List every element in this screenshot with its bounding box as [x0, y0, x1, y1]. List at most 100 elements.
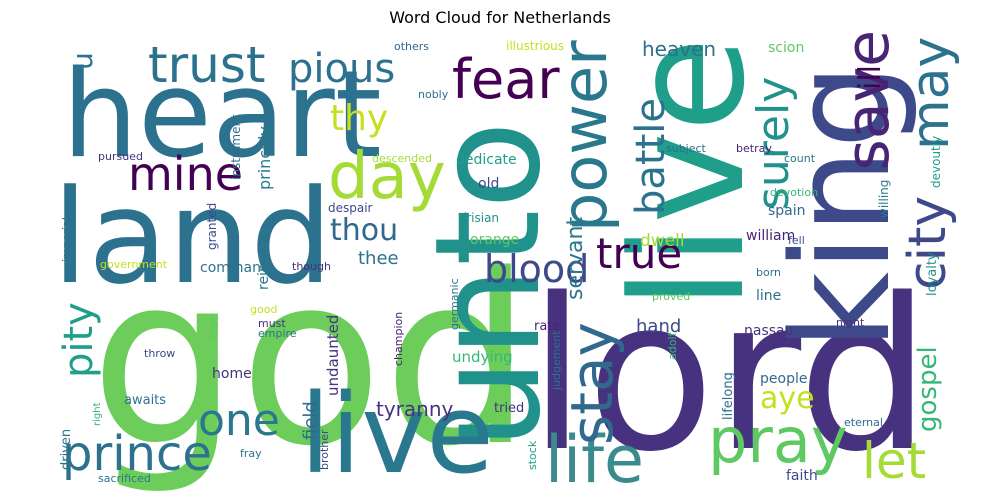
chart-title: Word Cloud for Netherlands	[389, 8, 611, 27]
word-scion-58: scion	[768, 40, 804, 56]
word-illustrious-71: illustrious	[506, 39, 564, 53]
word-sacrificed-95: sacrificed	[98, 472, 151, 485]
word-champion-87: champion	[392, 312, 405, 366]
word-blood-25: blood	[484, 247, 589, 291]
word-undying-43: undying	[452, 348, 513, 366]
word-undaunted-41: undaunted	[324, 315, 342, 396]
word-nassau-51: nassau	[744, 323, 794, 339]
word-betray-77: betray	[736, 142, 772, 155]
word-devotion-79: devotion	[770, 186, 818, 199]
word-dwell-40: dwell	[640, 231, 685, 251]
word-servant-31: servant	[563, 217, 588, 300]
word-eternal-84: eternal	[844, 416, 883, 429]
word-rate-54: rate	[534, 319, 560, 334]
word-unto-3: unto	[404, 121, 573, 450]
word-judgement-86: judgement	[550, 330, 563, 391]
word-stock-89: stock	[526, 440, 539, 470]
word-lifelong-56: lifelong	[721, 372, 736, 420]
word-power-11: power	[548, 40, 621, 232]
word-adolf-85: adolf	[666, 331, 679, 360]
word-dedicate-53: dedicate	[456, 152, 517, 168]
word-stay-12: stay	[558, 322, 626, 445]
word-awaits-66: awaits	[124, 393, 166, 408]
word-descended-75: descended	[372, 152, 432, 165]
word-heaven-36: heaven	[642, 37, 716, 61]
word-land-6: land	[52, 161, 333, 313]
word-field-38: field	[300, 401, 321, 440]
word-city-16: city	[898, 196, 958, 290]
word-driven-61: driven	[59, 429, 74, 470]
word-surely-22: surely	[748, 77, 799, 210]
word-let-21: let	[862, 432, 926, 490]
word-night-83: night	[836, 316, 865, 329]
word-pray-10: pray	[708, 404, 848, 477]
word-save-8: save	[833, 30, 903, 170]
word-ill-33: ill	[853, 65, 888, 90]
word-line-50: line	[756, 288, 781, 304]
word-command-47: command	[200, 260, 270, 276]
word-born-81: born	[756, 266, 781, 279]
word-fear-13: fear	[452, 48, 560, 111]
word-imperial-99: imperial	[60, 217, 73, 262]
word-thy-28: thy	[330, 98, 388, 139]
word-pious-27: pious	[288, 46, 395, 92]
word-u-34: u	[66, 52, 99, 70]
word-fray-96: fray	[240, 447, 262, 460]
word-home-48: home	[212, 366, 252, 382]
word-granted-63: granted	[205, 203, 219, 250]
word-aye-30: aye	[760, 381, 815, 416]
word-thou-29: thou	[330, 213, 398, 248]
word-orange-46: orange	[470, 232, 519, 248]
word-battle-23: battle	[628, 98, 674, 215]
word-prince-18: prince	[62, 426, 212, 482]
word-spain-44: spain	[768, 203, 806, 219]
word-faith-55: faith	[786, 468, 818, 484]
word-tried-65: tried	[494, 401, 524, 416]
word-princely-42: princely	[255, 126, 274, 190]
word-reinstate-62: reinstate	[256, 228, 272, 290]
word-though-97: though	[292, 260, 331, 273]
word-one-20: one	[198, 395, 280, 446]
word-william-45: william	[746, 228, 795, 244]
word-instrument-64: instrument	[229, 114, 243, 180]
word-proved-82: proved	[652, 290, 690, 303]
word-life-9: life	[545, 423, 644, 498]
word-pursued-74: pursued	[98, 150, 143, 163]
word-despair-70: despair	[328, 201, 373, 215]
word-trust-14: trust	[148, 36, 266, 94]
word-good-92: good	[250, 303, 277, 316]
word-must-91: must	[258, 317, 286, 330]
word-germanic-68: germanic	[448, 278, 461, 330]
word-free-67: free	[207, 314, 221, 338]
word-heart-2: heart	[62, 46, 382, 185]
word-frisian-69: frisian	[462, 211, 499, 225]
word-empire-90: empire	[258, 327, 297, 340]
word-count-78: count	[784, 152, 816, 165]
word-live-4: live	[598, 37, 779, 310]
word-willing-59: willing	[877, 180, 891, 218]
word-hand-37: hand	[636, 316, 681, 337]
word-thee-39: thee	[358, 248, 399, 269]
word-may-17: may	[901, 37, 961, 150]
word-loyalty-57: loyalty	[925, 252, 940, 296]
word-brother-88: brother	[318, 429, 331, 470]
word-subject-76: subject	[666, 142, 707, 155]
word-government-98: government	[100, 258, 168, 271]
word-fell-80: fell	[788, 234, 805, 247]
word-lord-1: lord	[528, 253, 931, 498]
word-god-0: god	[90, 225, 532, 498]
word-gospel-32: gospel	[913, 346, 943, 432]
word-tyranny-35: tyranny	[376, 397, 454, 421]
word-king-5: king	[763, 63, 920, 350]
word-nobly-73: nobly	[418, 88, 449, 101]
word-old-52: old	[478, 176, 499, 192]
word-right-94: right	[92, 402, 103, 426]
word-throw-93: throw	[144, 347, 175, 360]
word-mine-19: mine	[128, 147, 243, 201]
word-others-72: others	[394, 40, 429, 53]
word-pity-26: pity	[56, 302, 102, 378]
word-people-49: people	[760, 371, 807, 387]
word-true-24: true	[596, 229, 682, 278]
word-devoutly-60: devoutly	[929, 136, 943, 188]
